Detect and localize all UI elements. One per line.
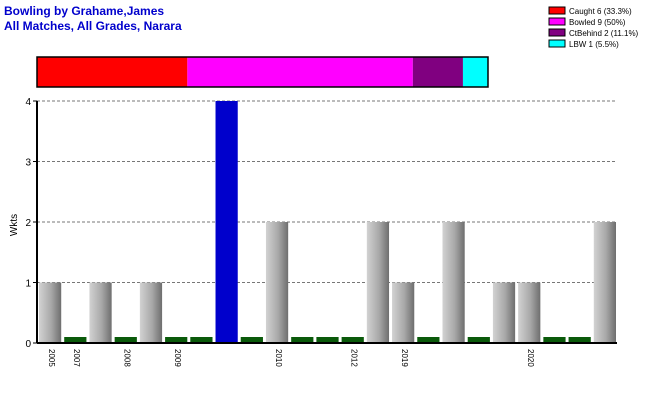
dismissal-segment — [412, 57, 463, 87]
x-tick-label: 2020 — [526, 349, 535, 367]
legend: Caught 6 (33.3%) Bowled 9 (50%) CtBehind 2… — [548, 6, 639, 49]
bar-zero — [568, 337, 591, 343]
bar-zero — [114, 337, 137, 343]
bar — [593, 222, 616, 343]
legend-label: Caught 6 (33.3%) — [569, 7, 632, 16]
chart-title: Bowling by Grahame,James — [4, 4, 164, 18]
bar — [492, 282, 516, 343]
grid-lines — [37, 100, 617, 283]
bar — [139, 282, 163, 343]
bar-zero — [417, 337, 440, 343]
legend-label: CtBehind 2 (11.1%) — [569, 29, 639, 38]
x-tick-label: 2007 — [72, 349, 81, 367]
x-tick-labels: 2005 2007 2008 2009 2010 2012 2019 2020 — [47, 349, 535, 367]
dismissal-segment — [462, 57, 488, 87]
bar-zero — [64, 337, 87, 343]
bar — [215, 101, 238, 343]
y-tick-label: 4 — [25, 97, 31, 108]
x-tick-label: 2019 — [400, 349, 409, 367]
legend-swatch — [548, 39, 566, 48]
dismissal-breakdown-bar — [36, 56, 489, 88]
bar-zero — [467, 337, 490, 343]
bar — [366, 222, 390, 343]
bar — [518, 282, 541, 343]
bar-zero — [341, 337, 364, 343]
bars — [39, 101, 616, 343]
y-axis-label: Wkts — [9, 214, 20, 236]
bar-zero — [291, 337, 314, 343]
bar-zero — [316, 337, 339, 343]
bar — [392, 282, 415, 343]
y-tick-label: 2 — [25, 218, 31, 229]
y-tick-label: 3 — [25, 158, 31, 169]
legend-swatch — [548, 6, 566, 15]
chart-subtitle: All Matches, All Grades, Narara — [4, 19, 182, 33]
dismissal-segment — [187, 57, 413, 87]
x-tick-label: 2009 — [173, 349, 182, 367]
bar — [39, 282, 62, 343]
x-tick-label: 2012 — [349, 349, 358, 367]
y-tick-labels: 0 1 2 3 4 — [25, 97, 37, 350]
dismissal-bar-border — [36, 56, 489, 88]
bar-zero — [190, 337, 213, 343]
bar-zero — [165, 337, 188, 343]
legend-label: LBW 1 (5.5%) — [569, 40, 619, 49]
bar-zero — [240, 337, 263, 343]
dismissal-segment — [37, 57, 188, 87]
legend-swatch — [548, 28, 566, 37]
bar-zero — [543, 337, 566, 343]
y-tick-label: 0 — [25, 339, 31, 350]
legend-swatch — [548, 17, 566, 26]
bar — [265, 222, 289, 343]
bar — [89, 282, 112, 343]
legend-label: Bowled 9 (50%) — [569, 18, 626, 27]
y-tick-label: 1 — [25, 279, 31, 290]
x-tick-label: 2010 — [274, 349, 283, 367]
x-tick-label: 2005 — [47, 349, 56, 367]
x-tick-label: 2008 — [122, 349, 131, 367]
bar — [442, 222, 465, 343]
